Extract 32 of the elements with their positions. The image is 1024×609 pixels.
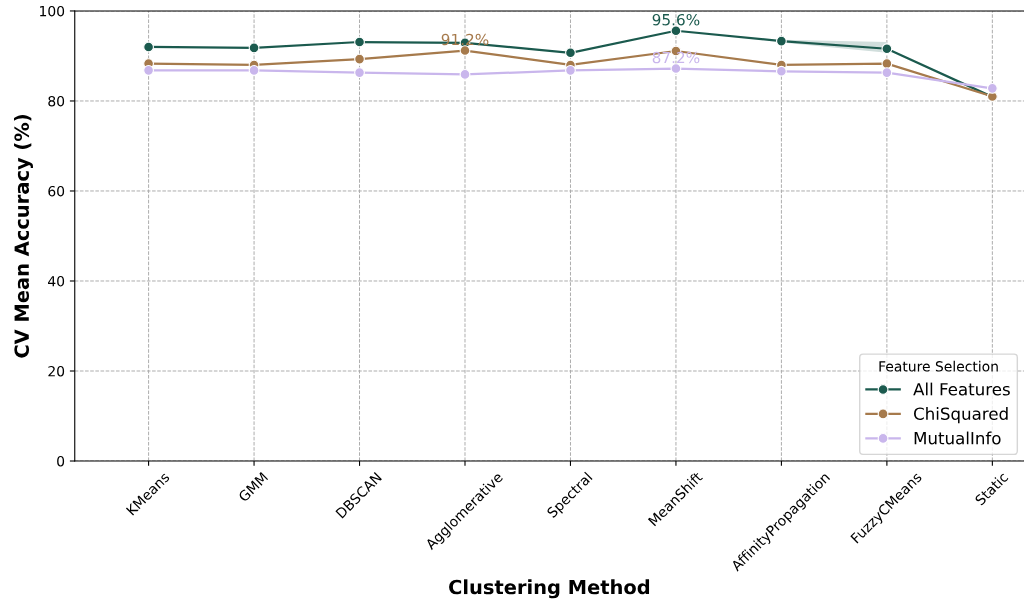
point: [775, 65, 787, 77]
point: [881, 43, 893, 55]
y-tick-label: 60: [48, 185, 65, 197]
data-label: 95.6%: [652, 13, 700, 26]
point: [143, 64, 154, 76]
point: [143, 41, 154, 53]
point: [565, 64, 576, 76]
point: [248, 64, 260, 76]
point: [670, 25, 682, 37]
point: [565, 47, 576, 59]
y-tick-label: 100: [40, 5, 65, 17]
point: [354, 36, 365, 48]
legend-label: All Features: [913, 382, 1010, 396]
point: [459, 69, 471, 80]
point: [354, 53, 365, 65]
point: [986, 82, 998, 94]
point: [248, 42, 260, 54]
legend-label: MutualInfo: [914, 431, 1001, 445]
point: [459, 45, 471, 56]
x-axis-title: Clustering Method: [449, 579, 650, 599]
legend-label: ChiSquared: [913, 407, 1008, 424]
y-tick-label: 0: [57, 455, 65, 467]
y-tick-label: 40: [48, 275, 65, 287]
point: [670, 63, 682, 74]
legend-title: Feature Selection: [879, 360, 998, 372]
y-tick-label: 20: [48, 365, 65, 377]
point: [354, 67, 365, 79]
y-tick-label: 80: [48, 95, 65, 107]
point: [881, 67, 893, 79]
point: [775, 35, 787, 47]
data-label: 87.2%: [652, 51, 700, 64]
y-axis-title: CV Mean Accuracy (%): [14, 115, 33, 358]
